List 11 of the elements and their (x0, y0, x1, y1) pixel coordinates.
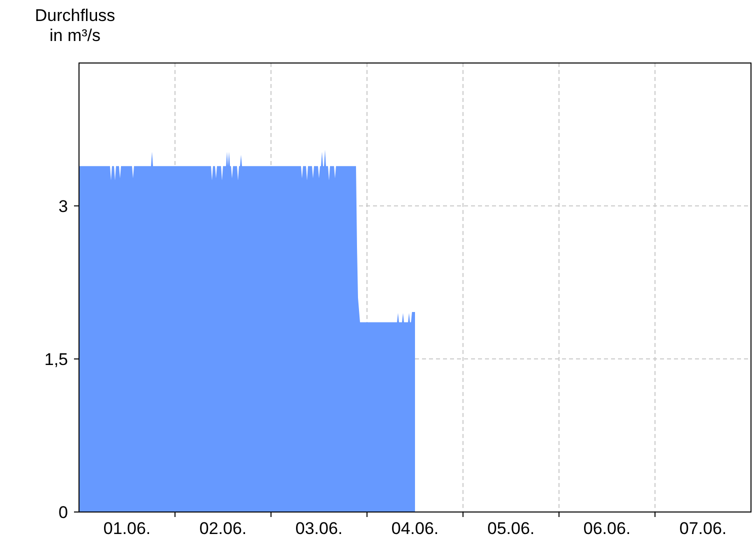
x-tick-label: 01.06. (103, 519, 151, 538)
y-tick-label: 1,5 (44, 350, 68, 369)
x-tick-label: 04.06. (391, 519, 439, 538)
x-tick-label: 05.06. (487, 519, 535, 538)
x-tick-label: 07.06. (679, 519, 727, 538)
y-tick-label: 0 (58, 502, 68, 522)
y-axis-title: Durchfluss in m³/s (34, 6, 116, 45)
x-tick-label: 03.06. (295, 519, 343, 538)
x-tick-label: 02.06. (199, 519, 247, 538)
y-tick-label: 3 (58, 196, 68, 216)
x-tick-label: 06.06. (583, 519, 631, 538)
